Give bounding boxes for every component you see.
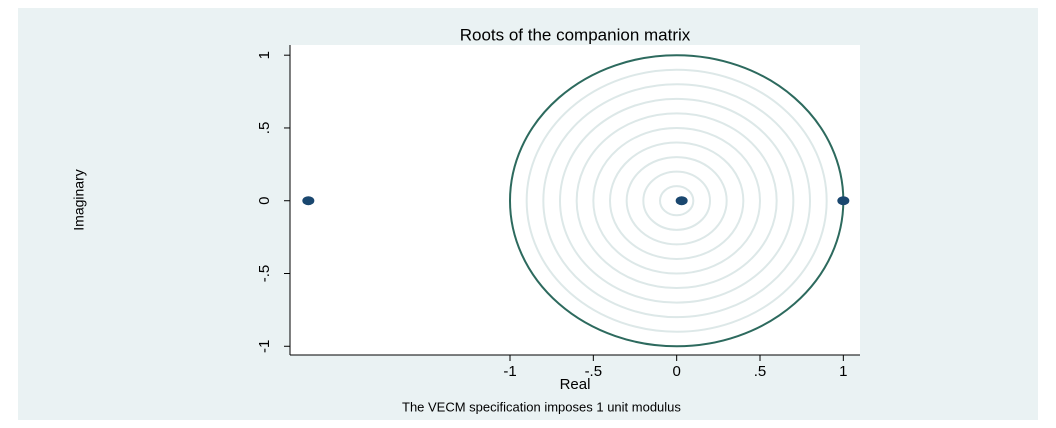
reference-ring xyxy=(575,112,778,290)
reference-ring xyxy=(542,83,812,319)
reference-ring xyxy=(642,170,712,231)
x-tick-label: -.5 xyxy=(585,363,603,380)
x-tick-label: -1 xyxy=(503,363,516,380)
reference-ring xyxy=(525,68,828,333)
x-axis-label: Real xyxy=(560,376,591,393)
x-tick-label: .5 xyxy=(754,363,767,380)
y-tick-label: 1 xyxy=(256,51,273,59)
note: The VECM specification imposes 1 unit mo… xyxy=(402,399,681,414)
plot-background xyxy=(290,45,860,355)
chart-title: Roots of the companion matrix xyxy=(460,25,691,44)
x-tick-label: 1 xyxy=(839,363,847,380)
y-tick-label: 0 xyxy=(256,197,273,205)
root-point xyxy=(675,196,688,206)
root-point xyxy=(302,196,315,206)
reference-ring xyxy=(592,126,762,275)
y-tick-label: -.5 xyxy=(256,265,273,283)
y-axis-label: Imaginary xyxy=(71,169,87,230)
reference-ring xyxy=(659,185,695,217)
x-tick-label: 0 xyxy=(672,363,680,380)
y-tick-label: .5 xyxy=(256,122,273,135)
reference-ring xyxy=(609,141,745,260)
reference-ring xyxy=(559,97,795,304)
y-tick-label: -1 xyxy=(256,340,273,353)
reference-ring xyxy=(625,156,728,246)
root-point xyxy=(837,196,850,206)
